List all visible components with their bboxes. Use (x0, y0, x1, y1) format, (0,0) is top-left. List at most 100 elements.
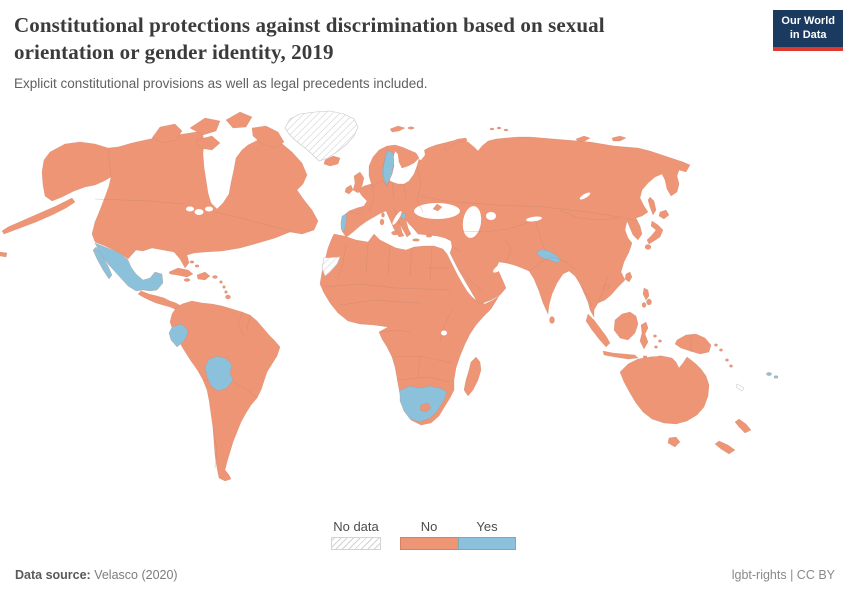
title-line-1: Constitutional protections against discr… (14, 13, 605, 37)
black-sea (414, 203, 460, 219)
country-hispaniola (196, 271, 211, 281)
caspian-sea (462, 206, 482, 238)
east-asia-islands[interactable] (549, 196, 670, 324)
country-madagascar[interactable] (463, 356, 482, 397)
border-guyana (246, 314, 251, 331)
canadian-arctic-islands[interactable] (151, 111, 285, 151)
country-portugal[interactable] (340, 213, 348, 233)
landmass-africa[interactable] (319, 233, 500, 426)
legend-swatch-no[interactable] (400, 537, 458, 550)
pacific-islands[interactable] (714, 343, 779, 392)
crimea[interactable] (432, 203, 443, 212)
sulawesi[interactable] (639, 321, 649, 350)
lake-balkhash (526, 216, 542, 222)
country-bolivia[interactable] (204, 355, 234, 392)
country-lesotho[interactable] (419, 402, 432, 413)
sakhalin (647, 196, 657, 216)
country-sardinia (379, 218, 385, 226)
mediterranean-islands[interactable] (379, 212, 433, 242)
aleutian-islands[interactable] (1, 197, 76, 235)
legend-swatch-no-data[interactable] (331, 537, 381, 550)
legend-label-yes: Yes (476, 519, 498, 534)
new-zealand-north[interactable] (734, 418, 752, 434)
country-canada-usa[interactable] (41, 130, 319, 269)
data-source-value: Velasco (2020) (90, 568, 178, 582)
lake-victoria (441, 330, 447, 336)
baja-california[interactable] (92, 246, 113, 280)
country-jamaica (183, 278, 191, 282)
country-trinidad (225, 294, 231, 300)
legend-swatch-yes[interactable] (458, 537, 516, 550)
western-sahara-no-data[interactable] (321, 256, 341, 277)
java[interactable] (602, 350, 639, 360)
country-crete (412, 238, 420, 242)
country-mexico[interactable] (94, 242, 164, 292)
country-greenland-no-data[interactable] (284, 110, 359, 162)
landmass-oceania[interactable] (585, 311, 779, 455)
country-philippines (642, 287, 650, 301)
border-brazil-south (232, 380, 258, 399)
tasmania[interactable] (667, 436, 681, 448)
south-america-mainland[interactable] (169, 300, 281, 482)
country-cuba (168, 267, 194, 278)
country-taiwan (624, 271, 633, 283)
country-sri-lanka (549, 316, 555, 324)
new-guinea[interactable] (674, 333, 712, 355)
great-lakes (186, 206, 213, 215)
border-venezuela-brazil (237, 311, 245, 337)
landmass-south-america[interactable] (168, 300, 281, 482)
legend-label-no-data: No data (333, 519, 379, 534)
lake-baikal (579, 192, 591, 200)
country-united-kingdom[interactable] (352, 171, 365, 194)
new-zealand-south[interactable] (714, 440, 736, 455)
landmass-eurasia[interactable] (340, 125, 691, 324)
data-source: Data source: Velasco (2020) (15, 568, 178, 582)
africa-mainland[interactable] (319, 233, 500, 426)
country-corsica (381, 212, 385, 218)
borneo[interactable] (613, 311, 639, 341)
world-map[interactable] (0, 95, 850, 515)
border-chile-argentina (212, 427, 218, 469)
chart-subtitle: Explicit constitutional provisions as we… (14, 75, 428, 91)
country-kosovo[interactable] (400, 212, 407, 220)
adriatic-sea (392, 211, 402, 225)
eurasia-borders (349, 148, 638, 308)
chart-header: Constitutional protections against discr… (14, 12, 774, 91)
new-caledonia (735, 383, 745, 392)
owid-logo[interactable]: Our World in Data (773, 10, 843, 51)
page-title: Constitutional protections against discr… (14, 12, 774, 67)
africa-borders (323, 243, 453, 383)
sumatra[interactable] (585, 313, 611, 348)
border-us-canada-east (214, 211, 293, 232)
country-ecuador[interactable] (168, 323, 189, 348)
title-line-2: orientation or gender identity, 2019 (14, 40, 334, 65)
logo-line-2: in Data (789, 28, 827, 41)
country-sicily (391, 230, 399, 236)
country-fiji (766, 372, 772, 376)
country-iceland[interactable] (323, 155, 341, 167)
severnaya-zemlya (575, 135, 591, 143)
country-cyprus (425, 234, 433, 238)
svalbard (389, 125, 406, 133)
country-fiji-2 (773, 375, 779, 379)
persian-gulf (493, 263, 505, 273)
border-us-canada (94, 198, 184, 205)
left-edge-islet[interactable] (0, 251, 8, 258)
central-america[interactable] (137, 290, 184, 311)
new-siberian-islands (611, 135, 627, 142)
logo-line-1: Our World (781, 15, 835, 27)
attribution[interactable]: lgbt-rights | CC BY (731, 568, 835, 582)
caribbean-islands[interactable] (168, 260, 231, 300)
country-japan-kyushu (644, 244, 652, 250)
aral-sea (486, 212, 496, 220)
country-australia[interactable] (619, 355, 710, 425)
landmass-north-america[interactable] (0, 111, 319, 311)
arctic-islands[interactable] (389, 125, 627, 152)
country-japan-honshu (646, 220, 664, 245)
country-japan-hokkaido (658, 209, 670, 220)
data-source-label: Data source: (15, 568, 91, 582)
country-south-africa[interactable] (399, 385, 448, 423)
country-ireland[interactable] (344, 184, 354, 195)
country-puerto-rico (212, 275, 218, 279)
